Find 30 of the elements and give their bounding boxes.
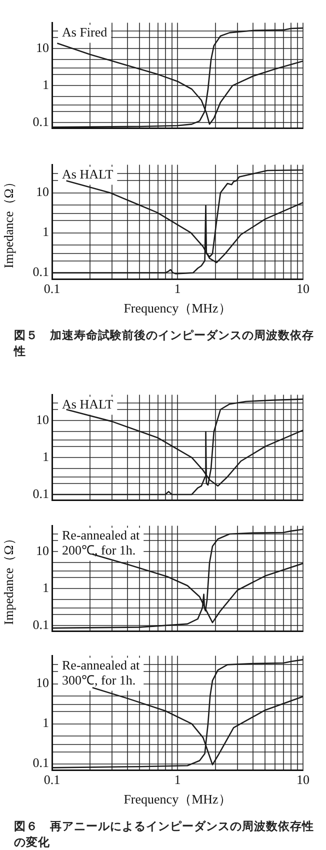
y-tick-label: 1: [42, 76, 49, 92]
annotation: As Fired: [62, 24, 108, 40]
y-tick-label: 1: [42, 224, 49, 240]
y-tick-label: 0.1: [32, 616, 49, 632]
x-tick-label: 10: [296, 281, 310, 296]
x-tick-label: 10: [296, 772, 310, 788]
caption: 図６ 再アニールによるインピーダンスの周波数依存性の変化: [13, 818, 315, 850]
y-tick-label: 10: [36, 543, 49, 558]
y-tick-label: 10: [36, 675, 49, 690]
y-tick-label: 0.1: [32, 264, 49, 280]
annotation: Re-annealed at 300℃, for 1h.: [62, 658, 140, 688]
annotation: Re-annealed at 200℃, for 1h.: [62, 528, 140, 558]
y-tick-label: 0.1: [32, 486, 49, 501]
y-tick-label: 0.1: [32, 755, 49, 770]
x-axis-title: Frequency（MHz）: [124, 300, 232, 316]
annotation: As HALT: [62, 396, 114, 412]
y-tick-label: 10: [36, 40, 49, 56]
x-tick-label: 1: [174, 772, 181, 788]
y-axis-title: Impedance（Ω）: [1, 176, 16, 268]
caption: 図５ 加速寿命試験前後のインピーダンスの周波数依存性: [12, 327, 315, 359]
y-tick-label: 0.1: [32, 114, 49, 129]
x-axis-title: Frequency（MHz）: [124, 792, 232, 807]
x-tick-label: 1: [174, 281, 181, 296]
y-tick-label: 10: [36, 412, 49, 428]
y-tick-label: 1: [42, 448, 49, 464]
y-axis-title: Impedance（Ω）: [1, 532, 16, 625]
y-tick-label: 1: [42, 715, 49, 730]
y-tick-label: 1: [42, 580, 49, 595]
y-tick-label: 10: [36, 184, 49, 200]
annotation: As HALT: [62, 166, 114, 182]
